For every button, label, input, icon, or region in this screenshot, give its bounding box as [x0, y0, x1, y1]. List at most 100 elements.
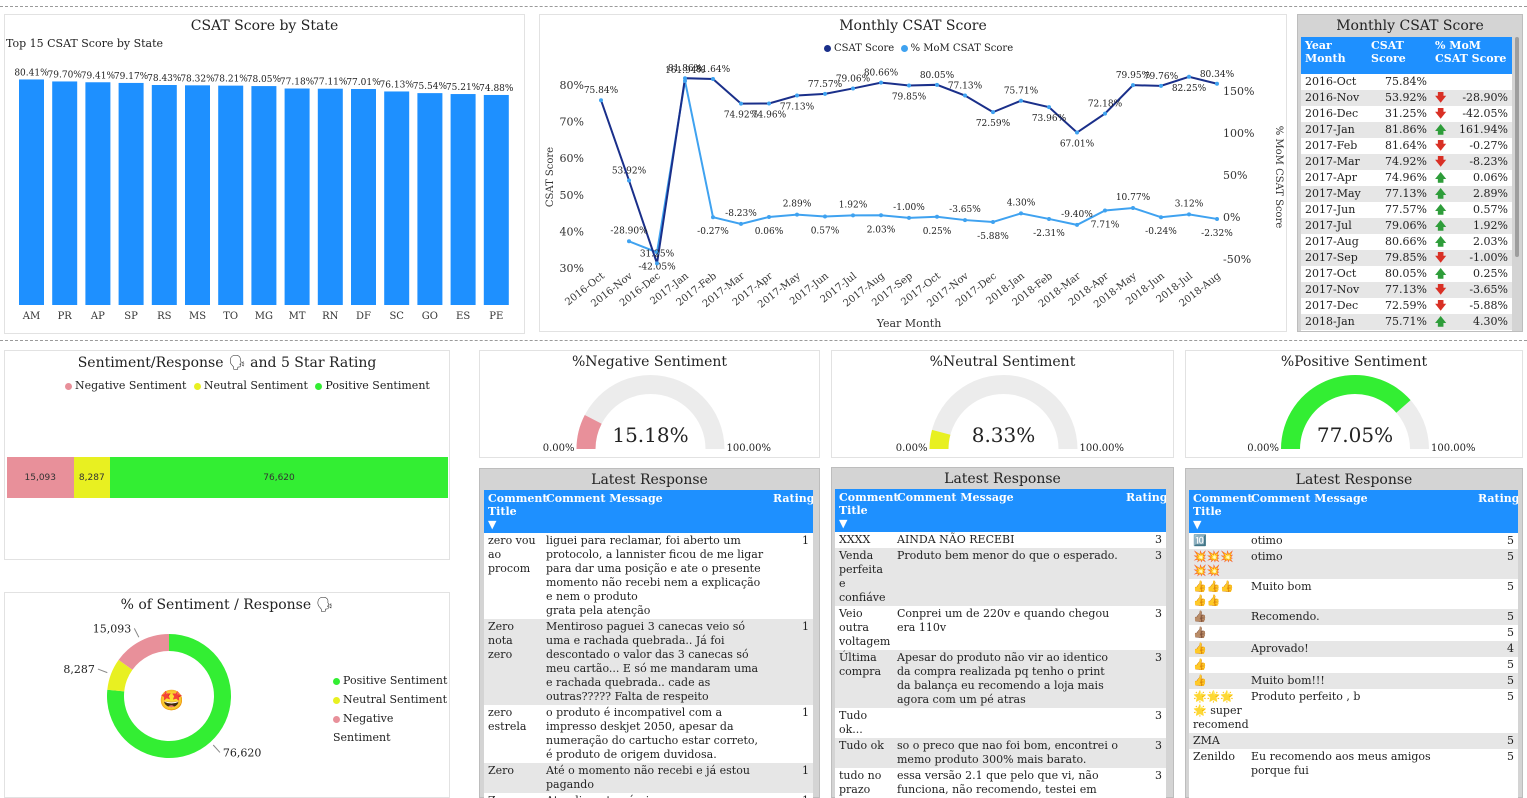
csat-point[interactable]: [823, 91, 827, 96]
table-row[interactable]: 🌟🌟🌟🌟 super recomend Produto perfeito , b…: [1189, 689, 1518, 733]
table-row[interactable]: Zero nota zero Mentiroso paguei 3 caneca…: [484, 619, 813, 705]
state-bar[interactable]: [52, 81, 78, 305]
table-row[interactable]: 2017-Sep 79.85% 🡇 -1.00%: [1301, 250, 1512, 266]
table-row[interactable]: 2017-Jul 79.06% 🡅 1.92%: [1301, 218, 1512, 234]
table-row[interactable]: 2018-Jan 75.71% 🡅 4.30%: [1301, 314, 1512, 330]
state-bar[interactable]: [118, 82, 144, 305]
mom-point[interactable]: [851, 213, 855, 218]
table-row[interactable]: 2017-Jan 81.86% 🡅 161.94%: [1301, 122, 1512, 138]
table-row[interactable]: zero vou ao procom liguei para reclamar,…: [484, 533, 813, 619]
table-row[interactable]: ZMA 5: [1189, 733, 1518, 749]
mom-point[interactable]: [627, 239, 631, 244]
col-comment-title[interactable]: Comment Title ▼: [835, 489, 898, 532]
state-bar[interactable]: [251, 86, 277, 305]
col-comment-message[interactable]: Comment Message: [1247, 490, 1474, 533]
csat-point[interactable]: [1159, 83, 1163, 88]
mom-point[interactable]: [767, 214, 771, 219]
csat-point[interactable]: [1215, 81, 1219, 86]
mom-point[interactable]: [879, 213, 883, 218]
csat-point[interactable]: [627, 178, 631, 183]
mom-point[interactable]: [991, 219, 995, 224]
csat-point[interactable]: [1131, 83, 1135, 88]
state-bar[interactable]: [483, 94, 509, 305]
sentiment-segment[interactable]: 76,620: [110, 457, 448, 498]
csat-point[interactable]: [711, 76, 715, 81]
table-row[interactable]: Última compra Apesar do produto não vir …: [835, 650, 1166, 708]
latest-response-table[interactable]: Comment Title ▼ Comment Message Rating XX…: [835, 489, 1166, 798]
col-rating[interactable]: Rating: [1122, 489, 1166, 532]
csat-point[interactable]: [1187, 74, 1191, 79]
table-row[interactable]: 👍👍👍👍👍 Muito bom 5: [1189, 579, 1518, 609]
table-row[interactable]: Zenildo Eu recomendo aos meus amigos por…: [1189, 749, 1518, 779]
latest-response-table[interactable]: Comment Title ▼ Comment Message Rating 🔟 …: [1189, 490, 1518, 798]
table-row[interactable]: 🔟 otimo 5: [1189, 533, 1518, 549]
mom-point[interactable]: [711, 215, 715, 220]
csat-point[interactable]: [767, 101, 771, 106]
csat-point[interactable]: [991, 110, 995, 115]
table-row[interactable]: XXXX AINDA NÃO RECEBI 3: [835, 532, 1166, 548]
state-bar[interactable]: [151, 85, 177, 305]
mom-point[interactable]: [795, 212, 799, 217]
col-rating[interactable]: Rating: [769, 490, 813, 533]
table-row[interactable]: Zero Até o momento não recebi e já estou…: [484, 763, 813, 793]
csat-point[interactable]: [879, 80, 883, 85]
csat-point[interactable]: [599, 98, 603, 103]
table-row[interactable]: 👍 Muito bom!!! 5: [1189, 673, 1518, 689]
col-comment-title[interactable]: Comment Title ▼: [484, 490, 547, 533]
table-row[interactable]: 2017-Apr 74.96% 🡅 0.06%: [1301, 170, 1512, 186]
csat-point[interactable]: [795, 93, 799, 98]
csat-point[interactable]: [739, 101, 743, 106]
table-row[interactable]: 👍 Aprovado! 4: [1189, 641, 1518, 657]
state-bar[interactable]: [85, 82, 111, 305]
table-row[interactable]: 2017-Feb 81.64% 🡇 -0.27%: [1301, 138, 1512, 154]
table-row[interactable]: 2016-Oct 75.84%: [1301, 74, 1512, 90]
mom-point[interactable]: [739, 221, 743, 226]
state-bar[interactable]: [185, 85, 210, 305]
table-row[interactable]: 2017-Oct 80.05% 🡅 0.25%: [1301, 266, 1512, 282]
col-comment-message[interactable]: Comment Message: [542, 490, 769, 533]
csat-point[interactable]: [851, 86, 855, 91]
state-bar[interactable]: [218, 85, 244, 305]
mom-point[interactable]: [907, 215, 911, 220]
table-row[interactable]: Tudo ok... 3: [835, 708, 1166, 738]
donut-slice[interactable]: [118, 634, 169, 670]
table-row[interactable]: 👍🏽 5: [1189, 625, 1518, 641]
table-row[interactable]: 2017-Mar 74.92% 🡇 -8.23%: [1301, 154, 1512, 170]
table-row[interactable]: 2017-Aug 80.66% 🡅 2.03%: [1301, 234, 1512, 250]
col-csat-score[interactable]: CSAT Score: [1367, 37, 1431, 74]
csat-point[interactable]: [1019, 98, 1023, 103]
mom-point[interactable]: [1159, 215, 1163, 220]
mom-point[interactable]: [1131, 205, 1135, 210]
table-row[interactable]: 2017-Dec 72.59% 🡇 -5.88%: [1301, 298, 1512, 314]
monthly-table-scrollbar[interactable]: [1515, 37, 1519, 257]
csat-point[interactable]: [655, 261, 659, 266]
table-row[interactable]: 2016-Dec 31.25% 🡇 -42.05%: [1301, 106, 1512, 122]
monthly-table[interactable]: Year Month CSAT Score % MoM CSAT Score 2…: [1301, 37, 1512, 331]
csat-point[interactable]: [963, 93, 967, 98]
latest-response-table[interactable]: Comment Title ▼ Comment Message Rating ze…: [484, 490, 813, 798]
mom-point[interactable]: [1103, 208, 1107, 213]
col-comment-message[interactable]: Comment Message: [893, 489, 1122, 532]
state-bar[interactable]: [417, 93, 443, 305]
table-row[interactable]: 2016-Nov 53.92% 🡇 -28.90%: [1301, 90, 1512, 106]
csat-point[interactable]: [683, 76, 687, 81]
mom-point[interactable]: [1047, 216, 1051, 221]
donut-slice[interactable]: [107, 659, 133, 692]
table-row[interactable]: tudo no prazo certinho essa versão 2.1 q…: [835, 768, 1166, 798]
state-bar[interactable]: [351, 88, 376, 305]
csat-point[interactable]: [1047, 105, 1051, 110]
mom-point[interactable]: [1019, 211, 1023, 216]
mom-point[interactable]: [1187, 212, 1191, 217]
state-bar[interactable]: [19, 79, 44, 306]
mom-point[interactable]: [935, 214, 939, 219]
csat-point[interactable]: [1103, 111, 1107, 116]
state-bar[interactable]: [284, 88, 310, 305]
table-row[interactable]: Zero Atendimento péssimo 1: [484, 793, 813, 798]
col-comment-title[interactable]: Comment Title ▼: [1189, 490, 1252, 533]
table-row[interactable]: 💥💥💥💥💥 otimo 5: [1189, 549, 1518, 579]
csat-point[interactable]: [935, 82, 939, 87]
state-bar[interactable]: [450, 94, 476, 305]
csat-point[interactable]: [907, 83, 911, 88]
sentiment-segment[interactable]: 15,093: [7, 457, 74, 498]
mom-point[interactable]: [1215, 216, 1219, 221]
